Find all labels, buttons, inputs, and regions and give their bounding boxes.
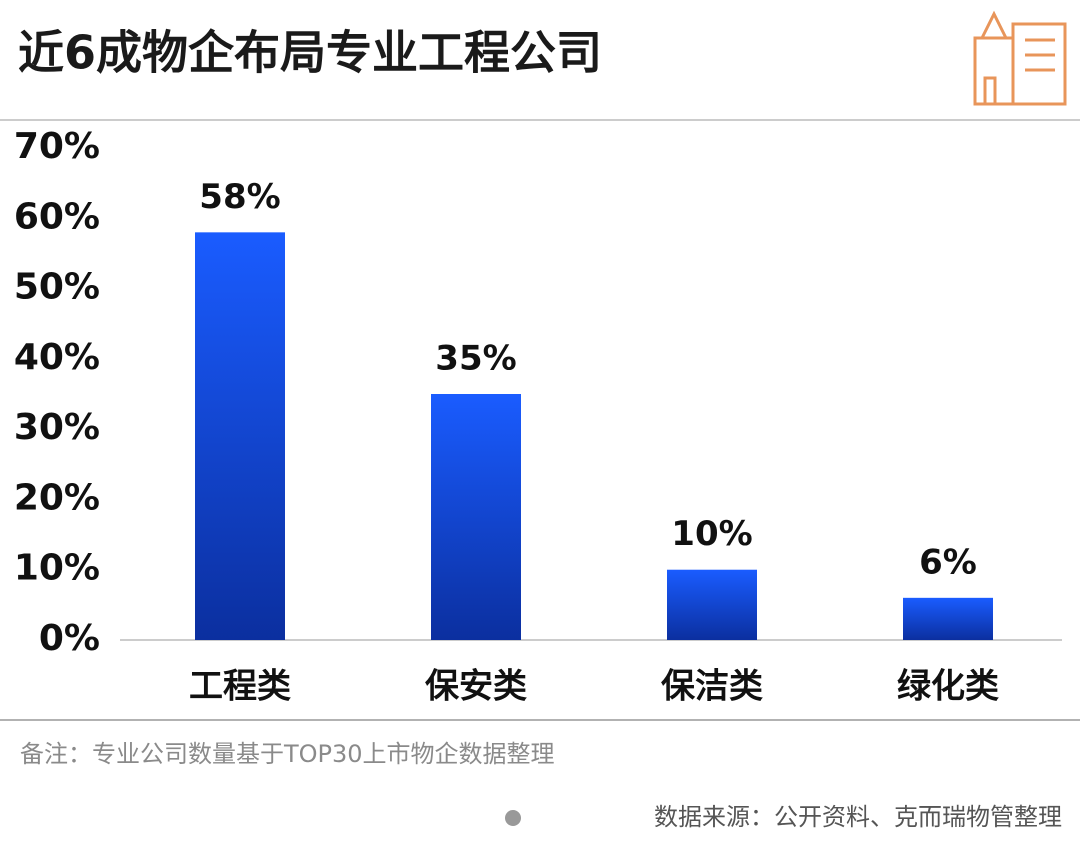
bar: [431, 394, 521, 640]
source-dot: [505, 810, 521, 826]
x-tick-label: 保洁类: [661, 667, 763, 707]
y-tick-label: 20%: [14, 477, 100, 518]
y-tick-label: 70%: [14, 126, 100, 167]
x-tick-label: 工程类: [189, 667, 291, 707]
icon: [973, 10, 1067, 106]
y-tick-label: 50%: [14, 267, 100, 308]
chart-title: 近6成物企布局专业工程公司: [18, 26, 602, 80]
x-tick-label: 绿化类: [897, 667, 999, 707]
y-tick-label: 0%: [39, 618, 100, 659]
y-tick-label: 60%: [14, 196, 100, 237]
value-label: 6%: [919, 542, 977, 582]
y-tick-label: 10%: [14, 548, 100, 589]
value-label: 10%: [671, 514, 752, 554]
value-label: 58%: [199, 177, 280, 217]
bar: [903, 597, 993, 640]
y-tick-label: 30%: [14, 407, 100, 448]
source: 数据来源：公开资料、克而瑞物管整理: [654, 803, 1062, 831]
bar: [195, 232, 285, 641]
x-tick-label: 保安类: [425, 667, 527, 707]
value-label: 35%: [435, 339, 516, 379]
bar: [667, 569, 757, 640]
note: 备注：专业公司数量基于TOP30上市物企数据整理: [20, 740, 555, 768]
y-tick-label: 40%: [14, 337, 100, 378]
